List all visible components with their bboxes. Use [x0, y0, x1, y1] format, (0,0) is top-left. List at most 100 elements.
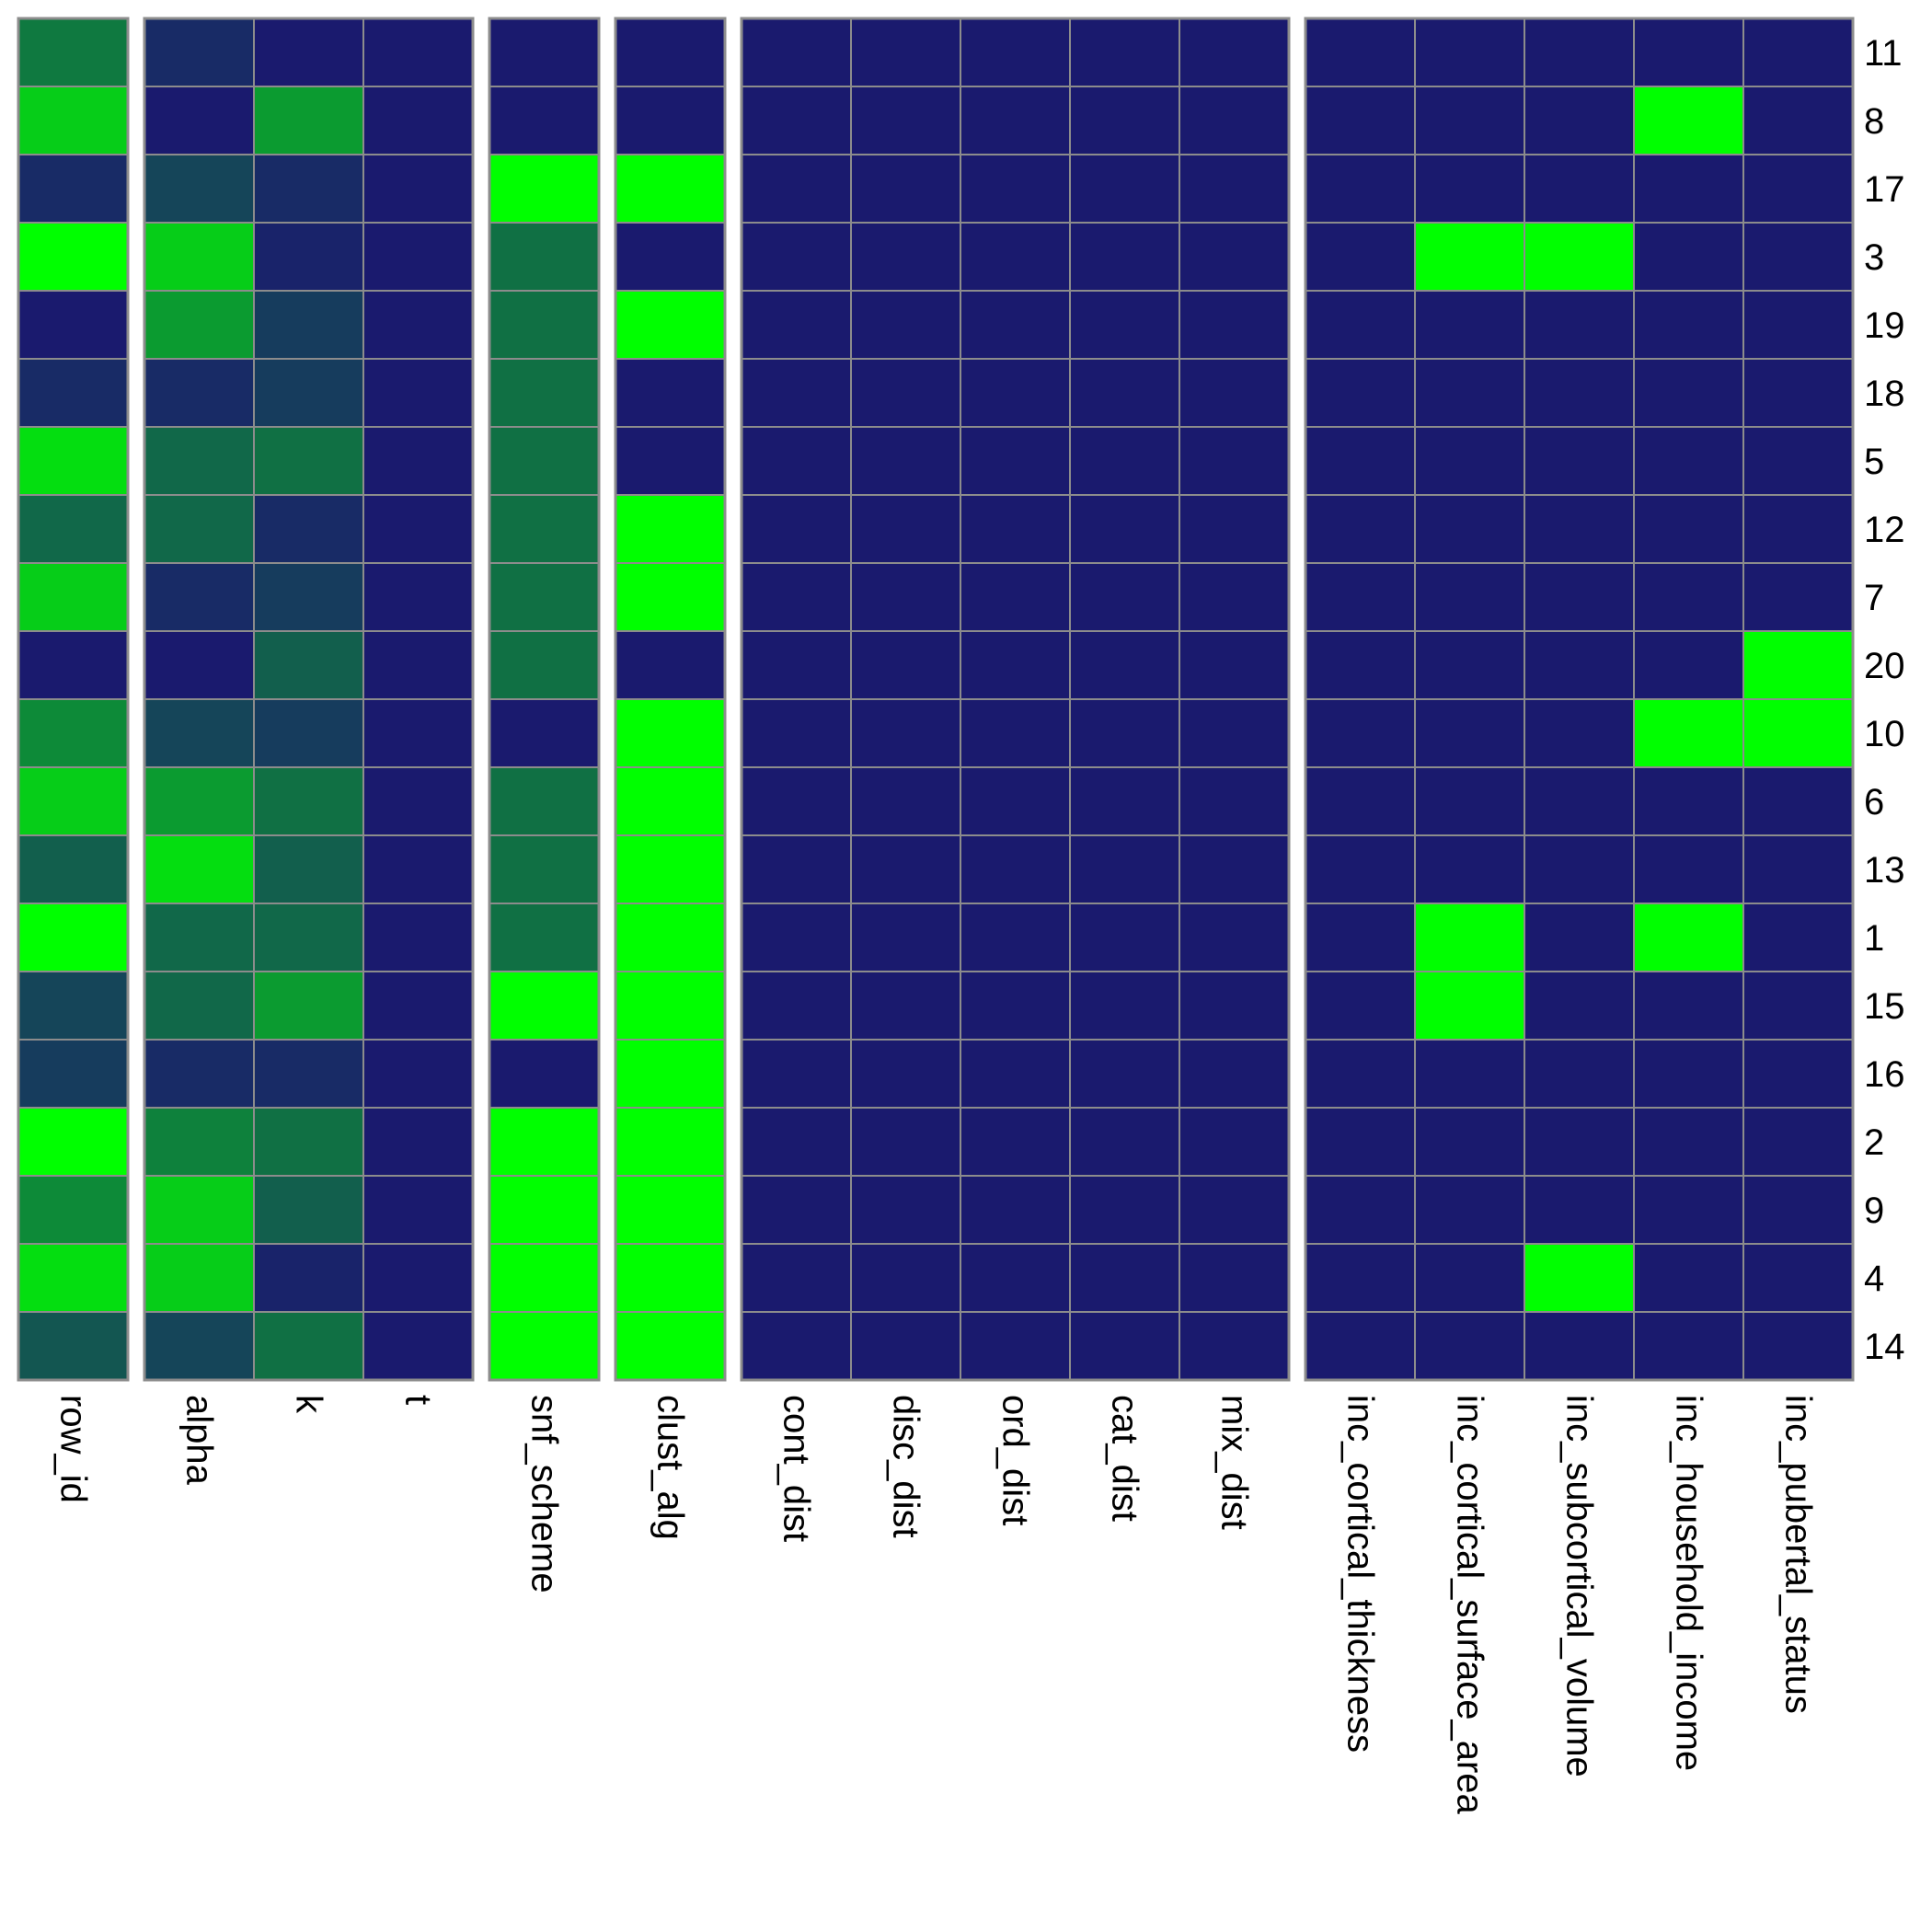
heatmap-cell-snf_scheme-7	[489, 562, 600, 632]
heatmap-cell-t-10	[362, 698, 474, 768]
column-label-inc_pubertal_status: inc_pubertal_status	[1778, 1395, 1819, 1714]
heatmap-cell-mix_dist-15	[1179, 971, 1290, 1041]
heatmap-cell-t-4	[362, 1243, 474, 1313]
row-label-19: 19	[1864, 305, 1905, 346]
heatmap-cell-snf_scheme-5	[489, 426, 600, 496]
heatmap-cell-ord_dist-9	[960, 1175, 1071, 1245]
heatmap-cell-cont_dist-13	[741, 834, 852, 904]
heatmap-cell-cat_dist-3	[1069, 222, 1180, 292]
heatmap-cell-inc_pubertal_status-11	[1742, 17, 1854, 87]
heatmap-cell-inc_pubertal_status-1	[1742, 903, 1854, 972]
heatmap-cell-clust_alg-6	[615, 766, 726, 836]
heatmap-cell-cont_dist-10	[741, 698, 852, 768]
heatmap-cell-row_id-16	[17, 1039, 129, 1109]
column-label-mix_dist: mix_dist	[1214, 1395, 1255, 1530]
heatmap-cell-alpha-8	[144, 86, 255, 155]
heatmap-cell-row_id-11	[17, 17, 129, 87]
heatmap-cell-inc_subcortical_volume-14	[1524, 1311, 1635, 1381]
heatmap-cell-k-5	[253, 426, 364, 496]
heatmap-cell-alpha-14	[144, 1311, 255, 1381]
heatmap-cell-t-19	[362, 290, 474, 360]
heatmap-cell-ord_dist-17	[960, 154, 1071, 224]
heatmap-cell-cont_dist-6	[741, 766, 852, 836]
heatmap-cell-ord_dist-8	[960, 86, 1071, 155]
heatmap-cell-alpha-16	[144, 1039, 255, 1109]
heatmap-cell-row_id-1	[17, 903, 129, 972]
heatmap-cell-cont_dist-9	[741, 1175, 852, 1245]
heatmap-cell-cont_dist-11	[741, 17, 852, 87]
heatmap-cell-disc_dist-3	[850, 222, 961, 292]
heatmap-cell-clust_alg-1	[615, 903, 726, 972]
heatmap-cell-clust_alg-19	[615, 290, 726, 360]
heatmap-cell-inc_cortical_surface_area-12	[1414, 494, 1525, 564]
heatmap-cell-cont_dist-19	[741, 290, 852, 360]
heatmap-cell-t-20	[362, 630, 474, 700]
heatmap-cell-inc_cortical_thickness-10	[1305, 698, 1416, 768]
heatmap-cell-cont_dist-16	[741, 1039, 852, 1109]
heatmap-cell-mix_dist-5	[1179, 426, 1290, 496]
heatmap-cell-clust_alg-18	[615, 358, 726, 428]
row-label-7: 7	[1864, 578, 1884, 618]
heatmap-cell-cat_dist-19	[1069, 290, 1180, 360]
heatmap-cell-cat_dist-15	[1069, 971, 1180, 1041]
heatmap-cell-inc_cortical_surface_area-5	[1414, 426, 1525, 496]
heatmap-cell-snf_scheme-8	[489, 86, 600, 155]
heatmap-cell-disc_dist-17	[850, 154, 961, 224]
heatmap-cell-row_id-14	[17, 1311, 129, 1381]
heatmap-cell-cont_dist-7	[741, 562, 852, 632]
heatmap-cell-cat_dist-1	[1069, 903, 1180, 972]
heatmap-cell-inc_pubertal_status-16	[1742, 1039, 1854, 1109]
heatmap-cell-row_id-20	[17, 630, 129, 700]
heatmap-cell-ord_dist-2	[960, 1107, 1071, 1177]
heatmap-cell-inc_cortical_surface_area-1	[1414, 903, 1525, 972]
row-label-8: 8	[1864, 101, 1884, 142]
heatmap-cell-cont_dist-15	[741, 971, 852, 1041]
heatmap-cell-k-10	[253, 698, 364, 768]
heatmap-cell-inc_subcortical_volume-9	[1524, 1175, 1635, 1245]
heatmap-cell-clust_alg-14	[615, 1311, 726, 1381]
heatmap-cell-k-1	[253, 903, 364, 972]
heatmap-cell-t-8	[362, 86, 474, 155]
heatmap-cell-alpha-17	[144, 154, 255, 224]
heatmap-cell-row_id-4	[17, 1243, 129, 1313]
heatmap-cell-disc_dist-19	[850, 290, 961, 360]
heatmap-cell-disc_dist-12	[850, 494, 961, 564]
heatmap-cell-snf_scheme-3	[489, 222, 600, 292]
heatmap-cell-inc_pubertal_status-3	[1742, 222, 1854, 292]
heatmap-cell-ord_dist-3	[960, 222, 1071, 292]
heatmap-cell-inc_pubertal_status-5	[1742, 426, 1854, 496]
heatmap-cell-ord_dist-5	[960, 426, 1071, 496]
row-label-10: 10	[1864, 714, 1905, 754]
heatmap-cell-inc_cortical_thickness-19	[1305, 290, 1416, 360]
column-label-inc_cortical_surface_area: inc_cortical_surface_area	[1450, 1395, 1490, 1815]
heatmap-cell-disc_dist-20	[850, 630, 961, 700]
heatmap-cell-inc_pubertal_status-15	[1742, 971, 1854, 1041]
heatmap-cell-inc_subcortical_volume-12	[1524, 494, 1635, 564]
heatmap-cell-inc_cortical_thickness-8	[1305, 86, 1416, 155]
group-border-snf_scheme	[488, 17, 601, 1382]
heatmap-cell-inc_household_income-14	[1633, 1311, 1744, 1381]
heatmap-cell-inc_cortical_surface_area-15	[1414, 971, 1525, 1041]
heatmap-cell-disc_dist-18	[850, 358, 961, 428]
heatmap-cell-inc_household_income-6	[1633, 766, 1744, 836]
heatmap-cell-cont_dist-18	[741, 358, 852, 428]
heatmap-cell-inc_subcortical_volume-17	[1524, 154, 1635, 224]
heatmap-cell-k-6	[253, 766, 364, 836]
heatmap-cell-row_id-3	[17, 222, 129, 292]
heatmap-cell-row_id-17	[17, 154, 129, 224]
heatmap-cell-inc_pubertal_status-20	[1742, 630, 1854, 700]
heatmap-cell-inc_household_income-19	[1633, 290, 1744, 360]
heatmap-cell-inc_subcortical_volume-19	[1524, 290, 1635, 360]
row-label-20: 20	[1864, 646, 1905, 686]
row-label-2: 2	[1864, 1122, 1884, 1163]
row-label-14: 14	[1864, 1327, 1905, 1367]
heatmap-cell-mix_dist-8	[1179, 86, 1290, 155]
heatmap-cell-inc_cortical_surface_area-20	[1414, 630, 1525, 700]
heatmap-cell-alpha-7	[144, 562, 255, 632]
heatmap-cell-k-11	[253, 17, 364, 87]
heatmap-cell-disc_dist-2	[850, 1107, 961, 1177]
heatmap-cell-t-5	[362, 426, 474, 496]
heatmap-cell-alpha-6	[144, 766, 255, 836]
column-labels: row_id alpha k t snf_scheme clust_alg cont_dis…	[53, 1395, 1819, 1815]
heatmap-cell-inc_household_income-12	[1633, 494, 1744, 564]
